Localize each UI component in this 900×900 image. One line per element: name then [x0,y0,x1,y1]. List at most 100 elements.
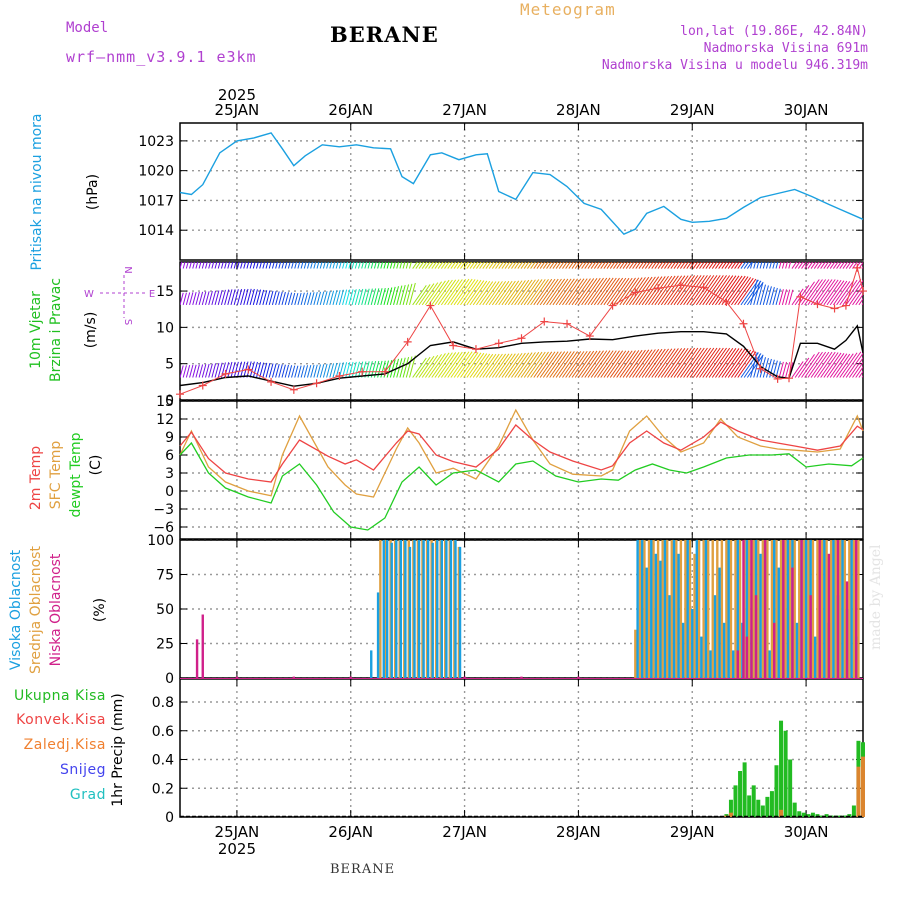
mid-cloud-bar [843,540,846,678]
wind-barb [629,262,635,269]
total-precip-bar [779,720,784,817]
wind-barb [836,353,854,378]
total-precip-bar [765,796,770,817]
wind-barb [431,352,450,378]
wind-barb [562,262,568,269]
wind-barb [444,279,463,306]
legend-snow: Snijeg [60,762,106,778]
wind-barb [571,278,591,306]
wind-barb [613,350,633,378]
wind-barb [291,292,296,305]
wind-barb [527,279,546,306]
wind-barb [546,278,566,306]
wind-barb [201,364,207,378]
high-cloud-bar [672,540,676,678]
wind-gust-marker [289,385,298,394]
wind-barb [794,357,810,378]
wind-barb [256,262,259,269]
wind-barb [307,292,312,305]
mid-cloud-bar [852,540,856,678]
wind-barb [275,262,278,269]
wind-barb [568,262,575,269]
wind-barb [597,277,617,306]
pressure-line [179,132,864,236]
wind-barb [351,262,355,269]
wind-barb [785,362,791,378]
wind-barb [326,290,331,305]
wind-barb [211,290,217,305]
mid-cloud-bar [802,540,806,678]
wind-barb [791,262,798,269]
wind-barb [855,293,863,306]
wind-barb [310,292,315,305]
wind-barb [370,262,374,269]
wind-barb [858,298,863,306]
mid-cloud-bar [716,540,719,678]
wind-barb [552,262,559,269]
wind-barb [402,356,410,378]
wind-barb [536,278,556,306]
wind-barb [252,361,258,378]
wind-barb [705,275,727,306]
mid-cloud-bar [784,540,787,678]
wind-barb [348,289,354,305]
wind-barb [660,348,683,378]
wind-barb [428,262,434,269]
conv-precip-bar [861,756,865,817]
wind-barb [622,262,629,269]
mid-cloud-bar [766,540,769,678]
wind-barb [437,262,444,269]
wind-barb [402,262,406,269]
wind-gust-marker [358,367,367,376]
wind-barb [562,278,582,306]
wind-barb [189,364,194,378]
wind-barb [842,262,849,269]
total-precip-bar [801,812,806,817]
wind-barb [644,276,666,306]
wind-barb [721,262,728,269]
y-tick-label: 1020 [138,164,174,180]
wind-gust-marker [654,284,663,293]
high-cloud-bar [850,540,853,678]
wind-barb [428,353,446,378]
wind-barb [823,262,830,269]
wind-barb [743,353,762,378]
wind-barb [217,290,223,305]
wind-barb [491,280,510,306]
wind-barb [517,279,536,306]
wind-barb [409,282,416,305]
high-cloud-bar [440,540,444,678]
wind-barb [396,285,403,305]
wind-barb [205,262,208,269]
wind-barb [421,262,428,269]
wind-barb [214,262,218,269]
wind-barb [450,351,470,378]
wind-barb [456,351,476,378]
wind-barb [552,351,572,378]
panel-frame [179,400,864,540]
wind-barb [249,262,253,269]
y-tick-label: 9 [165,430,174,446]
wind-barb [772,262,776,269]
wind-barb [456,279,476,306]
wind-barb [198,364,204,378]
wind-gust-marker [739,319,748,328]
compass-cross-icon [100,275,148,318]
wind-barb [539,351,559,378]
high-cloud-bar [395,540,398,678]
wind-barb [227,289,233,305]
wind-barb [597,262,603,269]
wind-barb [558,351,578,378]
low-cloud-bar [763,540,767,678]
wind-barb [415,262,422,269]
wind-gust-marker [176,390,184,399]
wind-barb [574,350,595,378]
wind-barb [600,262,606,269]
wind-barb [746,262,753,269]
wind-barb [536,262,543,269]
wind-barb [530,351,549,378]
mid-cloud-bar [816,540,819,678]
wind-barb [695,275,718,306]
wind-barb [718,348,740,378]
wind-barb [399,262,403,269]
